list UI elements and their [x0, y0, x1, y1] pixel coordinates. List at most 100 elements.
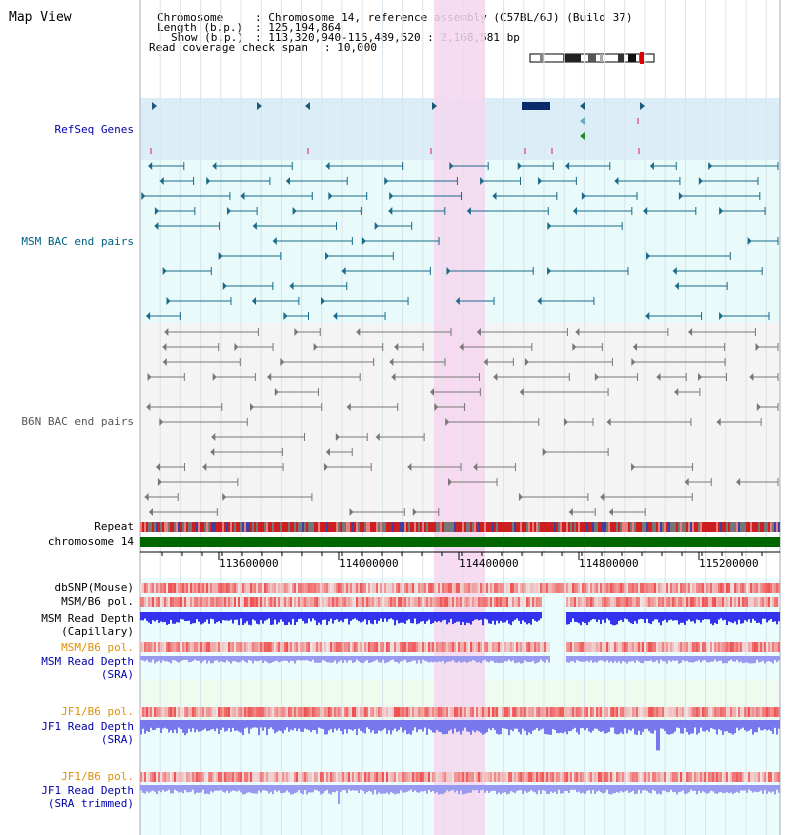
track-label-dbsnp[interactable]: dbSNP(Mouse) [54, 581, 134, 594]
repeat-segment [586, 522, 588, 532]
read-depth-bar [730, 612, 732, 623]
read-depth-bar [244, 720, 246, 729]
polymorphism-cell [308, 642, 310, 652]
repeat-segment [512, 522, 514, 532]
polymorphism-cell [426, 583, 428, 593]
polymorphism-cell [258, 583, 260, 593]
read-depth-bar [206, 612, 208, 620]
polymorphism-cell [392, 583, 394, 593]
read-depth-bar [276, 785, 278, 792]
read-depth-bar [200, 612, 202, 625]
polymorphism-cell [764, 707, 766, 717]
track-label-jf1-b6-pol-2[interactable]: JF1/B6 pol. [61, 770, 134, 783]
polymorphism-cell [378, 772, 380, 782]
track-label-jf1-depth-sra-1[interactable]: JF1 Read Depth [41, 720, 134, 733]
read-depth-bar [404, 612, 406, 624]
polymorphism-cell [146, 583, 148, 593]
polymorphism-cell [724, 597, 726, 607]
read-depth-bar [718, 656, 720, 661]
repeat-segment [396, 522, 398, 532]
polymorphism-cell [442, 583, 444, 593]
track-label-msm-depth-capillary-1[interactable]: MSM Read Depth [41, 612, 134, 625]
polymorphism-cell [718, 642, 720, 652]
read-depth-bar [548, 785, 550, 795]
polymorphism-cell [174, 597, 176, 607]
read-depth-bar [642, 720, 644, 732]
track-label-chromosome[interactable]: chromosome 14 [47, 535, 134, 548]
track-label-jf1-depth-trim-1[interactable]: JF1 Read Depth [41, 784, 134, 797]
track-label-msm-bac[interactable]: MSM BAC end pairs [21, 235, 134, 248]
polymorphism-cell [740, 583, 742, 593]
read-depth-bar [410, 720, 412, 735]
polymorphism-cell [170, 772, 172, 782]
polymorphism-cell [296, 583, 298, 593]
polymorphism-cell [334, 642, 336, 652]
read-depth-bar [566, 612, 568, 625]
read-depth-bar [240, 612, 242, 619]
polymorphism-cell [492, 642, 494, 652]
read-depth-bar [464, 612, 466, 626]
chromosome-ideogram[interactable] [528, 52, 658, 64]
polymorphism-cell [654, 597, 656, 607]
read-depth-bar [356, 656, 358, 660]
read-depth-bar [760, 656, 762, 662]
read-depth-bar [526, 785, 528, 793]
read-depth-bar [694, 720, 696, 728]
msm-bac-pair-end [146, 312, 151, 320]
polymorphism-cell [180, 597, 182, 607]
polymorphism-cell [364, 597, 366, 607]
read-depth-bar [264, 612, 266, 621]
polymorphism-cell [236, 707, 238, 717]
read-depth-bar [564, 720, 566, 732]
track-label-repeat[interactable]: Repeat [94, 520, 134, 533]
track-label-msm-depth-sra-1[interactable]: MSM Read Depth [41, 655, 134, 668]
read-depth-bar [408, 656, 410, 663]
repeat-segment [288, 522, 290, 532]
b6n-bac-pair-end [274, 388, 279, 396]
polymorphism-cell [550, 707, 552, 717]
track-label-b6n-bac[interactable]: B6N BAC end pairs [21, 415, 134, 428]
read-depth-bar [508, 612, 510, 624]
track-label-msm-b6-pol-1[interactable]: MSM/B6 pol. [61, 595, 134, 608]
read-depth-bar [440, 785, 442, 794]
track-label-refseq[interactable]: RefSeq Genes [54, 123, 134, 136]
read-depth-bar [162, 612, 164, 623]
polymorphism-cell [686, 642, 688, 652]
polymorphism-cell [708, 597, 710, 607]
polymorphism-cell [416, 642, 418, 652]
read-depth-bar [242, 612, 244, 626]
read-depth-bar [178, 612, 180, 623]
read-depth-bar [532, 785, 534, 792]
track-label-msm-b6-pol-2[interactable]: MSM/B6 pol. [61, 641, 134, 654]
length-value: : 125,194,864 [255, 21, 342, 34]
b6n-bac-pair-end [294, 328, 299, 336]
repeat-segment [450, 522, 452, 532]
read-depth-bar [514, 785, 516, 794]
polymorphism-cell [622, 642, 624, 652]
polymorphism-cell [206, 597, 208, 607]
polymorphism-cell [674, 597, 676, 607]
read-depth-bar [426, 656, 428, 662]
polymorphism-cell [494, 772, 496, 782]
repeat-segment [540, 522, 542, 532]
polymorphism-cell [500, 642, 502, 652]
read-depth-bar [398, 612, 400, 624]
read-depth-bar [760, 720, 762, 731]
read-depth-bar [516, 612, 518, 619]
read-depth-bar [164, 656, 166, 662]
read-depth-bar [460, 656, 462, 663]
read-depth-bar [562, 785, 564, 794]
polymorphism-cell [512, 642, 514, 652]
track-label-jf1-b6-pol-1[interactable]: JF1/B6 pol. [61, 705, 134, 718]
polymorphism-cell [766, 583, 768, 593]
polymorphism-cell [706, 707, 708, 717]
read-depth-bar [210, 785, 212, 792]
polymorphism-cell [438, 642, 440, 652]
read-depth-bar [306, 612, 308, 624]
polymorphism-cell [322, 642, 324, 652]
polymorphism-cell [730, 772, 732, 782]
read-depth-bar [184, 656, 186, 660]
polymorphism-cell [186, 772, 188, 782]
polymorphism-cell [230, 597, 232, 607]
